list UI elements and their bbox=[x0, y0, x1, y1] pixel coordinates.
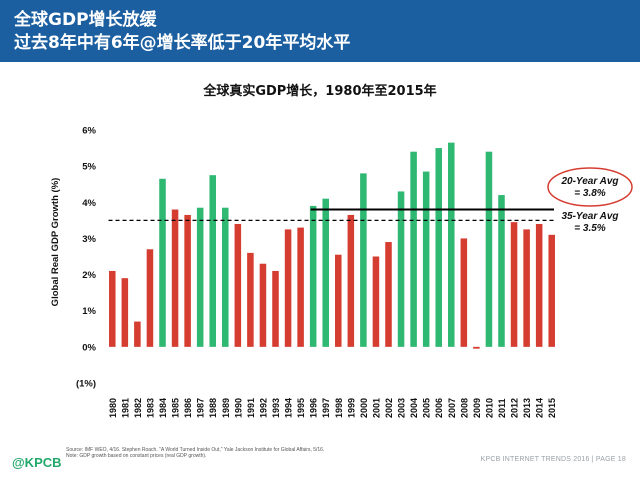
x-tick-label: 1988 bbox=[208, 398, 218, 418]
slide-subtitle: 过去8年中有6年@增长率低于20年平均水平 bbox=[14, 33, 351, 53]
x-tick-label: 2002 bbox=[384, 398, 394, 418]
x-tick-label: 2001 bbox=[371, 398, 381, 418]
y-tick-label: 1% bbox=[82, 306, 96, 317]
y-tick-label: 3% bbox=[82, 234, 96, 245]
bar bbox=[297, 227, 304, 347]
bar bbox=[309, 205, 317, 347]
bar bbox=[171, 209, 179, 347]
x-tick-label: 2004 bbox=[409, 398, 419, 418]
x-tick-label: 1998 bbox=[334, 398, 344, 418]
x-tick-label: 2000 bbox=[359, 398, 369, 418]
bar bbox=[485, 151, 493, 347]
x-tick-label: 2010 bbox=[484, 398, 494, 418]
bar bbox=[209, 175, 216, 347]
bar bbox=[259, 263, 267, 347]
bar bbox=[385, 242, 392, 347]
bar bbox=[372, 256, 380, 347]
x-tick-label: 1983 bbox=[145, 398, 155, 418]
x-tick-label: 2009 bbox=[472, 398, 482, 418]
x-tick-label: 1984 bbox=[158, 398, 168, 418]
bar bbox=[548, 234, 555, 347]
x-tick-label: 2006 bbox=[434, 398, 444, 418]
avg-35yr-value: = 3.5% bbox=[574, 223, 606, 234]
y-tick-label: (1%) bbox=[76, 379, 96, 390]
bar bbox=[523, 229, 530, 347]
bar bbox=[109, 270, 116, 347]
bar bbox=[247, 252, 254, 347]
x-tick-label: 1991 bbox=[246, 398, 256, 418]
x-tick-label: 2007 bbox=[447, 398, 457, 418]
slide-header: 全球GDP增长放缓 过去8年中有6年@增长率低于20年平均水平 bbox=[0, 0, 640, 62]
bar bbox=[322, 198, 329, 347]
bar bbox=[146, 249, 154, 347]
bar bbox=[422, 171, 430, 347]
bar bbox=[410, 151, 417, 347]
x-tick-label: 1994 bbox=[284, 398, 294, 418]
x-tick-label: 1997 bbox=[321, 398, 331, 418]
x-tick-label: 1980 bbox=[108, 398, 118, 418]
bar bbox=[347, 214, 355, 347]
x-tick-label: 2005 bbox=[422, 398, 432, 418]
bar bbox=[460, 238, 468, 347]
y-axis-label: Global Real GDP Growth (%) bbox=[50, 178, 61, 307]
bar bbox=[234, 223, 242, 347]
x-tick-label: 1985 bbox=[171, 398, 181, 418]
bar bbox=[535, 223, 543, 347]
x-tick-label: 1989 bbox=[221, 398, 231, 418]
x-tick-label: 1995 bbox=[296, 398, 306, 418]
avg-35yr-label: 35-Year Avg bbox=[561, 211, 618, 222]
x-tick-label: 1992 bbox=[258, 398, 268, 418]
y-tick-label: 2% bbox=[82, 270, 96, 281]
x-tick-label: 1982 bbox=[133, 398, 143, 418]
bar bbox=[222, 207, 229, 347]
avg-20yr-highlight bbox=[547, 167, 633, 207]
x-tick-label: 2014 bbox=[535, 398, 545, 418]
bar bbox=[498, 195, 505, 347]
y-tick-label: 4% bbox=[82, 198, 96, 209]
bar bbox=[272, 270, 279, 347]
bar bbox=[510, 222, 518, 347]
x-tick-label: 1986 bbox=[183, 398, 193, 418]
avg-20yr-label: 20-Year Avg bbox=[560, 176, 618, 187]
x-tick-label: 1996 bbox=[309, 398, 319, 418]
x-tick-label: 2008 bbox=[459, 398, 469, 418]
bar bbox=[473, 346, 480, 349]
x-tick-label: 1999 bbox=[346, 398, 356, 418]
bar bbox=[284, 229, 292, 347]
bar bbox=[435, 148, 442, 347]
x-tick-label: 2003 bbox=[397, 398, 407, 418]
bar bbox=[121, 278, 129, 347]
bar bbox=[159, 178, 166, 347]
x-tick-label: 1987 bbox=[196, 398, 206, 418]
bar bbox=[196, 207, 204, 347]
bar bbox=[184, 214, 191, 347]
slide-title: 全球GDP增长放缓 bbox=[14, 10, 157, 30]
x-tick-label: 2013 bbox=[522, 398, 532, 418]
source-note: Source: IMF WEO, 4/16. Stephen Roach. "A… bbox=[66, 447, 325, 459]
x-tick-label: 1981 bbox=[120, 398, 130, 418]
page-footer: KPCB INTERNET TRENDS 2016 | PAGE 18 bbox=[480, 456, 626, 463]
x-tick-label: 2011 bbox=[497, 398, 507, 418]
x-tick-label: 2015 bbox=[547, 398, 557, 418]
bar bbox=[335, 254, 342, 347]
y-tick-label: 6% bbox=[82, 126, 96, 137]
x-tick-label: 1990 bbox=[233, 398, 243, 418]
chart-title: 全球真实GDP增长，1980年至2015年 bbox=[203, 84, 437, 99]
x-tick-label: 1993 bbox=[271, 398, 281, 418]
bar bbox=[397, 191, 405, 347]
y-tick-label: 5% bbox=[82, 162, 96, 173]
x-tick-label: 2012 bbox=[510, 398, 520, 418]
bar bbox=[360, 173, 367, 347]
bar bbox=[448, 142, 455, 347]
kpcb-logo: @KPCB bbox=[12, 455, 62, 470]
avg-20yr-value: = 3.8% bbox=[574, 188, 606, 199]
bar bbox=[134, 321, 141, 347]
y-tick-label: 0% bbox=[82, 342, 96, 353]
